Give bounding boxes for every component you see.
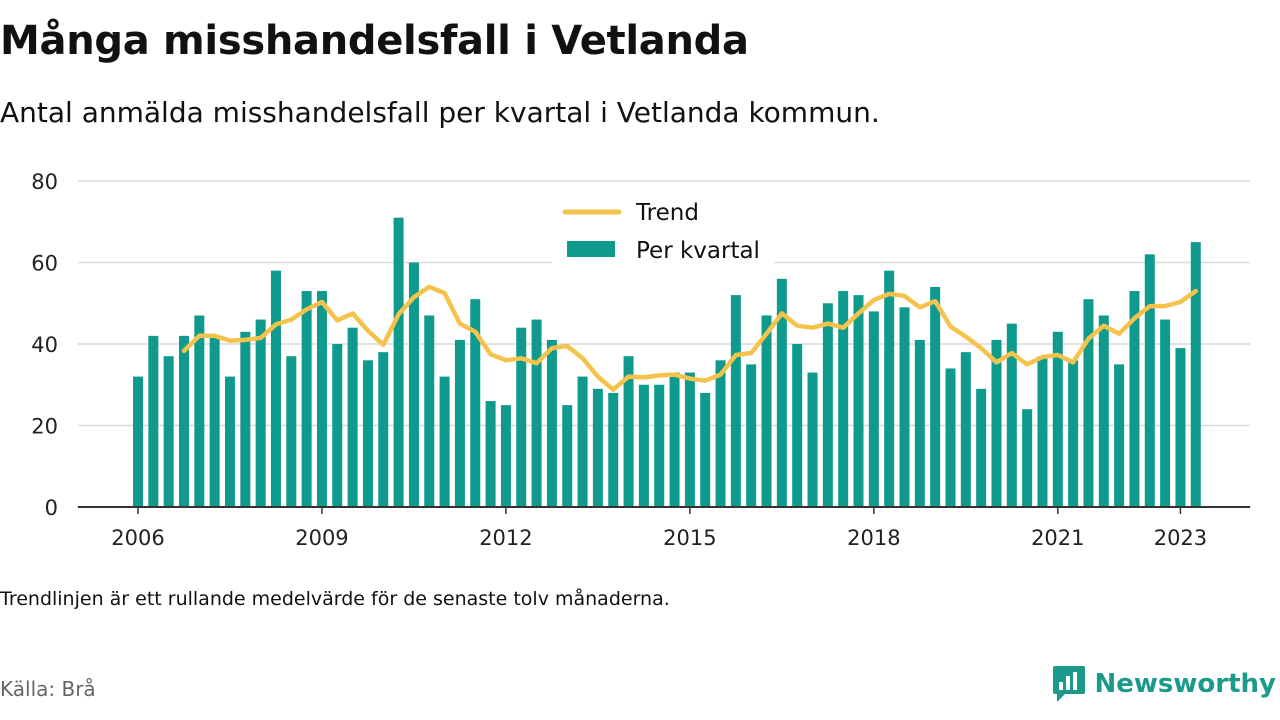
legend-trend-label: Trend: [635, 200, 699, 226]
footnote: Trendlinjen är ett rullande medelvärde f…: [0, 588, 670, 610]
bar-line-chart: 0 20 40 60 80 2006 2009 2012 2015 2018 2021 2023 T…: [31, 170, 1250, 550]
x-tick-label: 2006: [111, 526, 164, 550]
bar: [669, 372, 680, 507]
bar: [347, 327, 358, 507]
y-axis-ticks: 0 20 40 60 80: [31, 170, 58, 520]
bar: [408, 262, 419, 507]
bar: [163, 356, 174, 507]
y-tick-label: 0: [45, 496, 58, 520]
x-tick-label: 2023: [1154, 526, 1207, 550]
bar: [316, 291, 327, 507]
bar: [393, 217, 404, 508]
x-axis-ticks: 2006 2009 2012 2015 2018 2021 2023: [111, 507, 1207, 550]
legend: Trend Per kvartal: [552, 196, 774, 268]
bar: [822, 303, 833, 507]
y-tick-label: 60: [31, 252, 58, 276]
bar: [470, 299, 481, 507]
y-tick-label: 20: [31, 415, 58, 439]
bar: [378, 352, 389, 507]
bar: [761, 315, 772, 507]
legend-bar-swatch: [567, 241, 615, 257]
bar: [546, 339, 557, 507]
bar: [439, 376, 450, 507]
bar: [286, 356, 297, 507]
bar: [516, 327, 527, 507]
source-label: Källa: Brå: [0, 677, 96, 701]
legend-bar-label: Per kvartal: [636, 238, 760, 264]
trend-line-group: [181, 284, 1199, 392]
bar: [715, 360, 726, 507]
bar: [224, 376, 235, 507]
bar: [178, 335, 189, 507]
chart-subtitle: Antal anmälda misshandelsfall per kvarta…: [0, 96, 880, 129]
bar: [868, 311, 879, 507]
bar: [1006, 323, 1017, 507]
bar: [592, 388, 603, 507]
bar: [194, 315, 205, 507]
bar: [945, 368, 956, 507]
y-tick-label: 40: [31, 333, 58, 357]
bar: [638, 384, 649, 507]
bar: [1190, 242, 1201, 507]
bar: [301, 291, 312, 507]
newsworthy-logo-icon: [1052, 666, 1085, 702]
bar: [1129, 291, 1140, 507]
y-tick-label: 80: [31, 170, 58, 194]
bar: [608, 392, 619, 507]
bar: [562, 405, 573, 507]
x-tick-label: 2018: [847, 526, 900, 550]
trend-line: [181, 284, 1199, 392]
bar: [792, 344, 803, 507]
bar: [654, 384, 665, 507]
bar: [424, 315, 435, 507]
bar: [240, 331, 251, 507]
bar: [838, 291, 849, 507]
bar: [976, 388, 987, 507]
bar: [270, 270, 281, 507]
page-title: Många misshandelsfall i Vetlanda: [0, 18, 749, 64]
bar: [1037, 356, 1048, 507]
bar: [807, 372, 818, 507]
bar: [531, 319, 542, 507]
bar: [853, 295, 864, 507]
bar: [1083, 299, 1094, 507]
bar: [960, 352, 971, 507]
bars: [133, 217, 1201, 508]
bar: [1068, 360, 1079, 507]
bar: [255, 319, 266, 507]
bar: [209, 335, 220, 507]
bar: [991, 339, 1002, 507]
bar: [1160, 319, 1171, 507]
bar: [1052, 331, 1063, 507]
x-tick-label: 2015: [663, 526, 716, 550]
bar: [884, 270, 895, 507]
bar: [930, 286, 941, 507]
bar: [1022, 409, 1033, 507]
bar: [485, 401, 496, 507]
bar: [362, 360, 373, 507]
bar: [332, 344, 343, 507]
bar: [500, 405, 511, 507]
x-tick-label: 2009: [295, 526, 348, 550]
bar: [454, 339, 465, 507]
bar: [700, 392, 711, 507]
bar: [148, 335, 159, 507]
bar: [684, 372, 695, 507]
x-tick-label: 2012: [479, 526, 532, 550]
bar: [133, 376, 143, 507]
bar: [914, 339, 925, 507]
bar: [899, 307, 910, 507]
bar: [1144, 254, 1155, 507]
brand-logo: Newsworthy: [1051, 664, 1276, 704]
bar: [1114, 364, 1125, 507]
bar: [746, 364, 757, 507]
bar: [1098, 315, 1109, 507]
brand-name: Newsworthy: [1094, 669, 1276, 699]
bar: [1175, 348, 1186, 507]
bar: [623, 356, 634, 507]
bar: [730, 295, 741, 507]
bar: [577, 376, 588, 507]
bar: [776, 278, 787, 507]
x-tick-label: 2021: [1031, 526, 1084, 550]
